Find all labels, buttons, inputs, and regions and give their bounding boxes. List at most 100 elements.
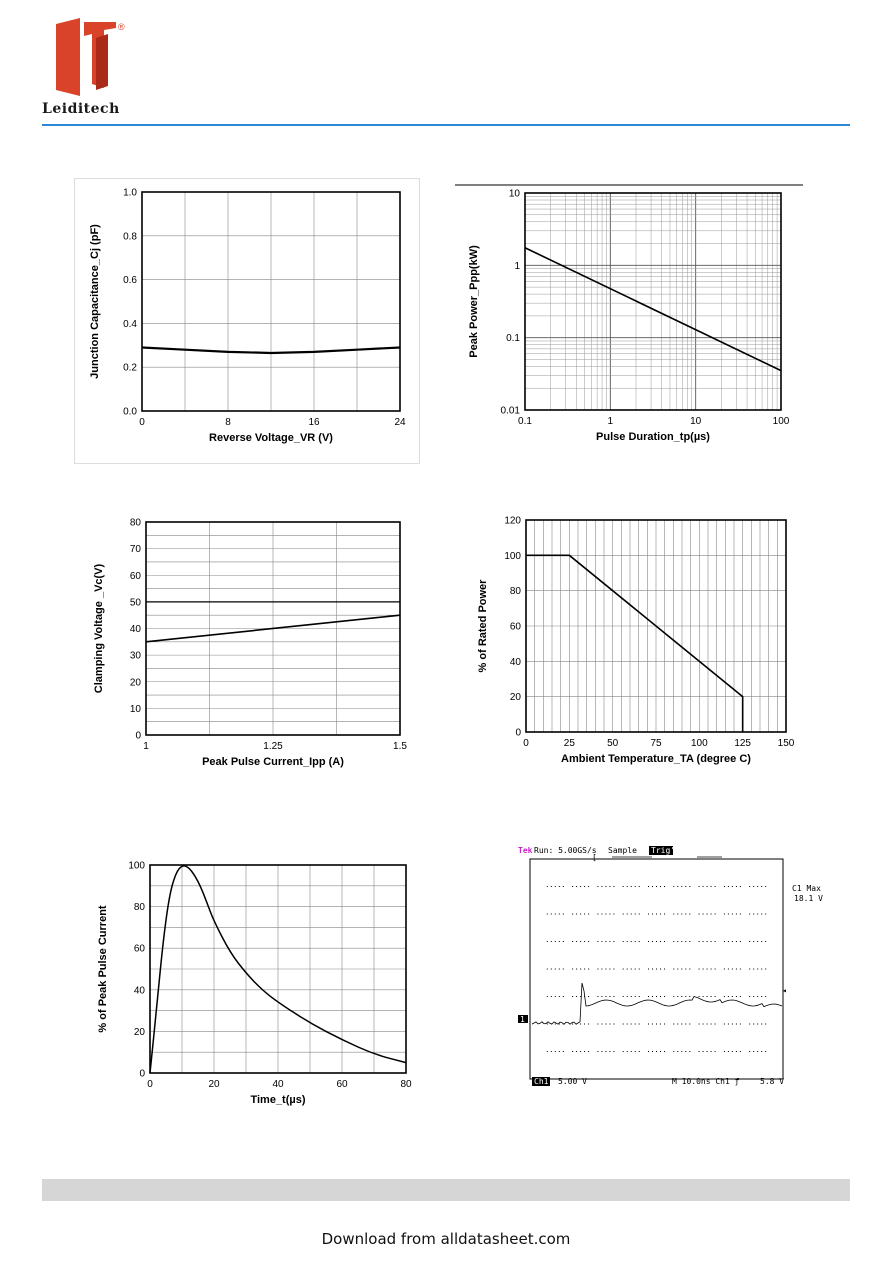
oscilloscope-capture: Tek Run: 5.00GS/s Sample Trig'd [ C1 Max… (518, 846, 823, 1086)
scope-grid-dot (735, 886, 737, 887)
scope-grid-dot (731, 996, 733, 997)
scope-grid-dot (562, 886, 564, 887)
scope-grid-dot (638, 1023, 640, 1025)
x-tick-label: 0 (523, 738, 529, 749)
scope-grid-dot (554, 886, 556, 887)
scope-grid-dot (660, 1023, 661, 1025)
scope-grid-dot (765, 968, 767, 970)
scope-grid-dot (673, 1051, 675, 1052)
scope-grid-dot (601, 886, 603, 887)
scope-grid-dot (664, 968, 665, 970)
scope-grid-dot (739, 1051, 741, 1052)
scope-grid-dot (739, 886, 741, 887)
scope-grid-dot (735, 1051, 737, 1052)
scope-grid-dot (652, 941, 653, 942)
scope-grid-dot (681, 886, 683, 887)
scope-grid-dot (673, 886, 675, 887)
x-tick-label: 125 (734, 738, 751, 749)
y-tick-label: 40 (130, 624, 142, 635)
scope-grid-dot (765, 886, 767, 887)
scope-grid-dot (588, 913, 590, 915)
scope-grid-dot (601, 1051, 603, 1052)
scope-grid-dot (685, 996, 687, 997)
download-link[interactable]: Download from alldatasheet.com (321, 1230, 571, 1248)
y-tick-label: 0.4 (123, 319, 137, 330)
scope-grid-dot (739, 996, 741, 997)
scope-grid-dot (572, 968, 574, 970)
scope-grid-dot (727, 968, 729, 970)
scope-grid-dot (677, 941, 679, 942)
x-axis-label: Reverse Voltage_VR (V) (209, 432, 333, 444)
scope-grid-dot (554, 1023, 556, 1025)
x-tick-label: 0 (139, 417, 145, 428)
y-tick-label: 1 (514, 261, 520, 272)
scope-grid-dot (605, 1023, 607, 1025)
scope-grid-dot (677, 1051, 679, 1052)
scope-grid-dot (681, 941, 683, 942)
scope-grid-dot (609, 886, 611, 887)
x-axis-label: Peak Pulse Current_Ipp (A) (202, 756, 344, 768)
scope-grid-dot (584, 913, 586, 915)
scope-grid-dot (584, 968, 586, 970)
scope-brand: Tek (518, 846, 533, 855)
scope-grid-dot (638, 886, 640, 887)
y-tick-label: 80 (134, 902, 146, 913)
header-rule (42, 124, 850, 126)
y-tick-label: 0 (139, 1069, 145, 1080)
scope-grid-dot (554, 913, 556, 915)
scope-trig: Trig'd (651, 846, 680, 855)
scope-grid-dot (554, 1051, 556, 1052)
scope-grid-dot (622, 941, 624, 942)
scope-grid-dot (685, 968, 687, 970)
scope-grid-dot (681, 1023, 683, 1025)
scope-grid-dot (597, 913, 599, 915)
scope-grid-dot (648, 886, 649, 887)
y-tick-label: 20 (130, 677, 142, 688)
y-tick-label: 10 (130, 704, 142, 715)
scope-grid-dot (550, 886, 552, 887)
scope-grid-dot (714, 913, 716, 915)
y-tick-label: 0.2 (123, 363, 137, 374)
scope-grid-dot (757, 996, 759, 997)
scope-grid-dot (648, 1051, 649, 1052)
scope-grid-dot (601, 968, 603, 970)
scope-grid-dot (605, 886, 607, 887)
scope-grid-dot (735, 968, 737, 970)
scope-grid-dot (723, 1023, 725, 1025)
scope-grid-dot (731, 1051, 733, 1052)
scope-grid-dot (550, 941, 552, 942)
scope-grid-dot (677, 913, 679, 915)
scope-grid-dot (706, 941, 708, 942)
scope-grid-dot (626, 886, 628, 887)
scope-grid-dot (727, 941, 729, 942)
scope-grid-dot (550, 996, 552, 997)
scope-grid-dot (689, 886, 691, 887)
x-tick-label: 100 (691, 738, 708, 749)
y-tick-label: 0.6 (123, 275, 137, 286)
scope-grid-dot (727, 1051, 729, 1052)
scope-grid-dot (702, 1051, 704, 1052)
scope-grid-dot (714, 996, 716, 997)
scope-grid-dot (706, 1023, 708, 1025)
scope-grid-dot (761, 941, 763, 942)
scope-grid-dot (689, 913, 691, 915)
scope-grid-dot (630, 941, 632, 942)
scope-grid-dot (723, 941, 725, 942)
scope-grid-dot (698, 968, 700, 970)
y-tick-label: 20 (510, 692, 522, 703)
scope-grid-dot (588, 1051, 590, 1052)
scope-grid-dot (626, 941, 628, 942)
scope-grid-dot (753, 996, 755, 997)
scope-grid-dot (706, 996, 708, 997)
scope-grid-dot (753, 968, 755, 970)
scope-grid-dot (761, 913, 763, 915)
x-tick-label: 0 (147, 1079, 153, 1090)
scope-grid-dot (698, 1051, 700, 1052)
scope-grid-dot (622, 886, 624, 887)
scope-grid-dot (597, 886, 599, 887)
y-tick-label: 40 (134, 985, 146, 996)
scope-grid-dot (613, 886, 615, 887)
series-line (141, 346, 401, 355)
scope-grid-dot (572, 913, 574, 915)
scope-grid-dot (613, 968, 615, 970)
